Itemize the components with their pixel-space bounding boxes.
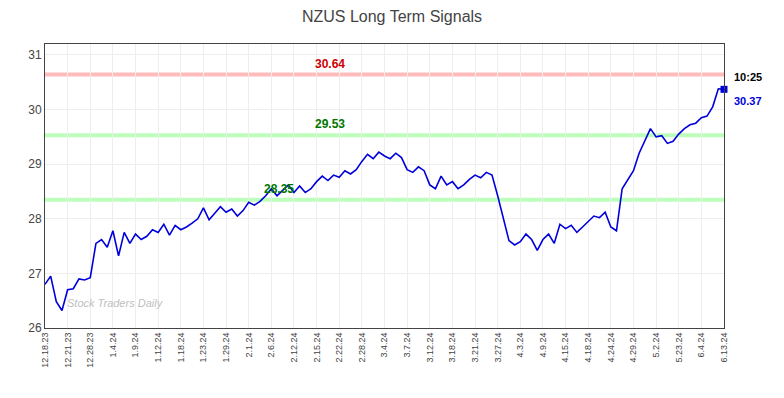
svg-text:4.15.24: 4.15.24 — [560, 333, 570, 363]
svg-text:1.18.24: 1.18.24 — [176, 333, 186, 363]
svg-text:4.9.24: 4.9.24 — [538, 333, 548, 358]
svg-text:1.29.24: 1.29.24 — [221, 333, 231, 363]
svg-text:4.3.24: 4.3.24 — [515, 333, 525, 358]
svg-text:28: 28 — [28, 212, 42, 226]
svg-text:1.4.24: 1.4.24 — [108, 333, 118, 358]
svg-text:4.18.24: 4.18.24 — [583, 333, 593, 363]
svg-text:2.12.24: 2.12.24 — [289, 333, 299, 363]
svg-text:1.23.24: 1.23.24 — [198, 333, 208, 363]
svg-text:3.18.24: 3.18.24 — [447, 333, 457, 363]
svg-text:30.64: 30.64 — [315, 57, 345, 71]
svg-text:2.6.24: 2.6.24 — [266, 333, 276, 358]
svg-text:1.12.24: 1.12.24 — [153, 333, 163, 363]
svg-text:2.1.24: 2.1.24 — [244, 333, 254, 358]
svg-text:5.23.24: 5.23.24 — [674, 333, 684, 363]
svg-text:3.21.24: 3.21.24 — [470, 333, 480, 363]
svg-text:1.9.24: 1.9.24 — [130, 333, 140, 358]
svg-text:3.12.24: 3.12.24 — [425, 333, 435, 363]
svg-text:30: 30 — [28, 103, 42, 117]
svg-text:Stock Traders Daily: Stock Traders Daily — [67, 297, 164, 309]
svg-text:12.18.23: 12.18.23 — [40, 333, 50, 368]
svg-text:2.22.24: 2.22.24 — [334, 333, 344, 363]
svg-text:2.28.24: 2.28.24 — [357, 333, 367, 363]
svg-text:31: 31 — [28, 48, 42, 62]
svg-text:29.53: 29.53 — [315, 117, 345, 131]
svg-text:2.15.24: 2.15.24 — [312, 333, 322, 363]
svg-text:5.2.24: 5.2.24 — [651, 333, 661, 358]
svg-text:3.7.24: 3.7.24 — [402, 333, 412, 358]
svg-text:4.24.24: 4.24.24 — [606, 333, 616, 363]
svg-text:4.29.24: 4.29.24 — [628, 333, 638, 363]
svg-text:28.35: 28.35 — [264, 182, 294, 196]
svg-text:26: 26 — [28, 321, 42, 335]
svg-text:12.28.23: 12.28.23 — [85, 333, 95, 368]
svg-text:29: 29 — [28, 157, 42, 171]
svg-text:3.27.24: 3.27.24 — [493, 333, 503, 363]
svg-text:NZUS Long Term Signals: NZUS Long Term Signals — [302, 8, 482, 25]
svg-text:30.37: 30.37 — [734, 95, 762, 107]
svg-text:6.4.24: 6.4.24 — [696, 333, 706, 358]
svg-text:3.4.24: 3.4.24 — [379, 333, 389, 358]
svg-text:6.13.24: 6.13.24 — [719, 333, 729, 363]
svg-text:10:25: 10:25 — [734, 71, 762, 83]
svg-text:12.21.23: 12.21.23 — [63, 333, 73, 368]
svg-text:27: 27 — [28, 267, 42, 281]
